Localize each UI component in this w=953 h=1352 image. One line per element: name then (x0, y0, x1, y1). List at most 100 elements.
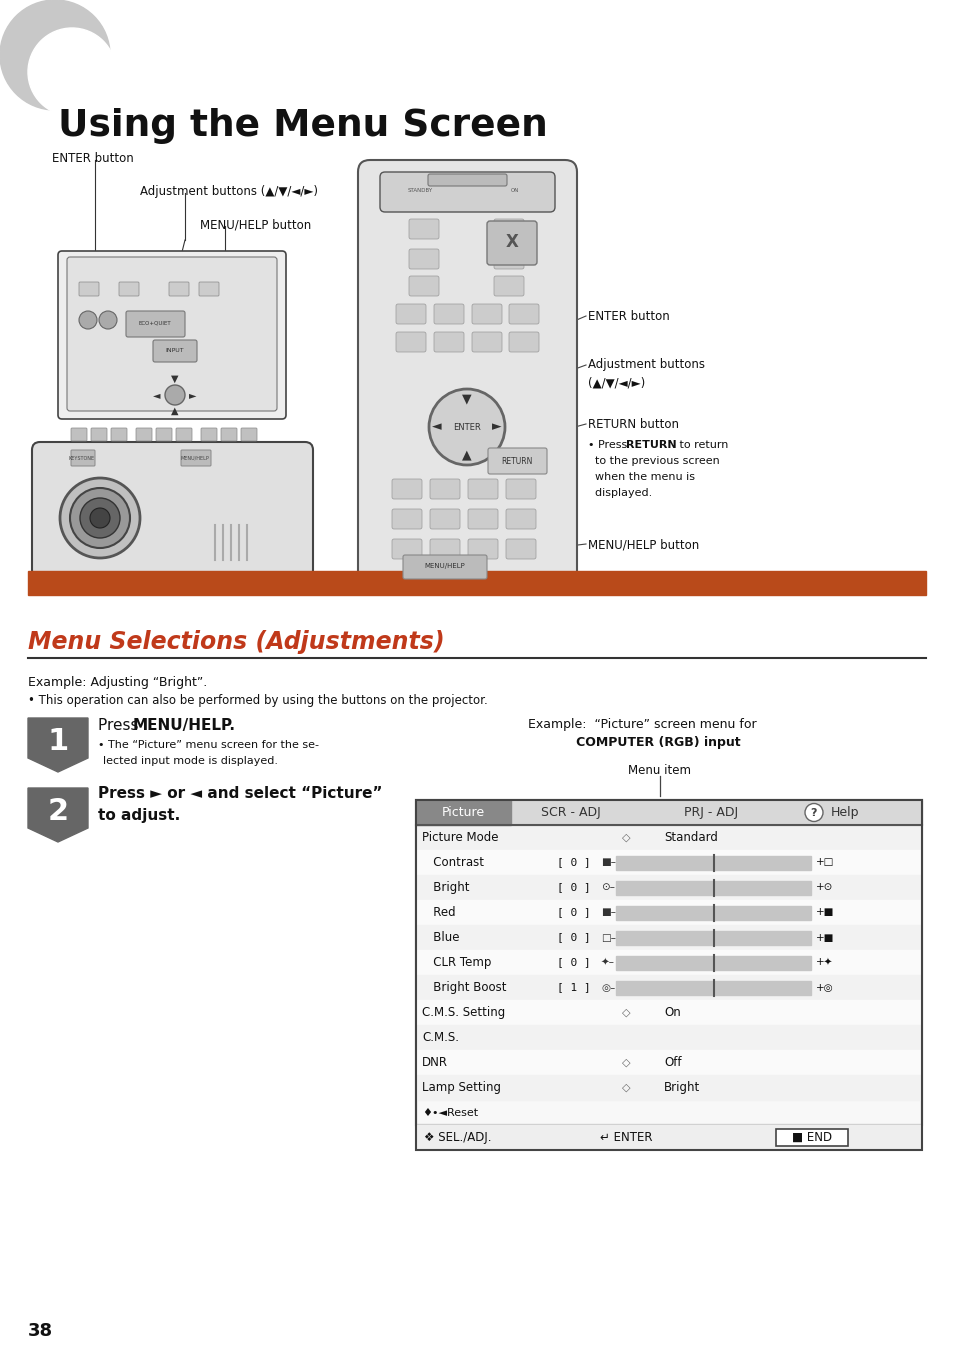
Text: Bright: Bright (663, 1082, 700, 1094)
Bar (416, 1075, 920, 1101)
Text: RETURN button: RETURN button (587, 418, 679, 431)
Text: Off: Off (663, 1056, 680, 1069)
Text: to the previous screen: to the previous screen (587, 456, 719, 466)
FancyBboxPatch shape (395, 333, 426, 352)
Circle shape (0, 0, 110, 110)
Bar (416, 1125, 921, 1151)
Text: ENTER: ENTER (453, 422, 480, 431)
Text: ▼: ▼ (172, 375, 178, 384)
FancyBboxPatch shape (430, 539, 459, 558)
FancyBboxPatch shape (71, 450, 95, 466)
Text: +◎: +◎ (815, 983, 833, 992)
Text: 1: 1 (48, 727, 69, 757)
Text: ✦–: ✦– (600, 957, 615, 968)
Text: Contrast: Contrast (421, 856, 483, 869)
Text: +□: +□ (815, 857, 834, 868)
Text: ▲: ▲ (461, 449, 472, 461)
Circle shape (80, 498, 120, 538)
Text: ◄: ◄ (153, 389, 161, 400)
Text: Lamp Setting: Lamp Setting (421, 1082, 500, 1094)
Text: Example: Adjusting “Bright”.: Example: Adjusting “Bright”. (28, 676, 207, 690)
Circle shape (804, 803, 822, 822)
Text: to adjust.: to adjust. (98, 808, 180, 823)
Bar (416, 950, 920, 975)
FancyBboxPatch shape (505, 479, 536, 499)
Text: Red: Red (421, 906, 456, 919)
FancyBboxPatch shape (392, 479, 421, 499)
FancyBboxPatch shape (126, 311, 185, 337)
Text: □–: □– (600, 933, 616, 942)
Text: RETURN: RETURN (625, 439, 676, 450)
Text: STANDBY: STANDBY (407, 188, 432, 192)
Bar (416, 800, 921, 825)
Text: • This operation can also be performed by using the buttons on the projector.: • This operation can also be performed b… (28, 694, 487, 707)
Text: ?: ? (810, 807, 817, 818)
Text: Adjustment buttons: Adjustment buttons (587, 358, 704, 370)
Text: Bright: Bright (421, 882, 469, 894)
Text: MENU/HELP: MENU/HELP (424, 562, 465, 569)
Text: Blue: Blue (421, 932, 459, 944)
Text: ▲: ▲ (172, 406, 178, 416)
Bar (775, 1129, 847, 1146)
Bar (416, 900, 920, 925)
FancyBboxPatch shape (402, 556, 486, 579)
Text: CLR Temp: CLR Temp (421, 956, 491, 969)
Bar (616, 856, 810, 869)
Text: COMPUTER (RGB) input: COMPUTER (RGB) input (527, 735, 740, 749)
FancyBboxPatch shape (472, 333, 501, 352)
FancyBboxPatch shape (430, 479, 459, 499)
Text: ►: ► (492, 420, 501, 434)
FancyBboxPatch shape (91, 429, 107, 441)
Bar (28, 571, 925, 595)
FancyBboxPatch shape (221, 429, 236, 441)
Bar (416, 800, 921, 1125)
Text: SCR - ADJ: SCR - ADJ (540, 806, 600, 819)
Text: [ 0 ]: [ 0 ] (557, 933, 590, 942)
Text: ⊙–: ⊙– (600, 883, 615, 892)
FancyBboxPatch shape (67, 257, 276, 411)
Text: to return: to return (676, 439, 727, 450)
FancyBboxPatch shape (494, 249, 523, 269)
Text: ■–: ■– (600, 857, 616, 868)
Text: +■: +■ (815, 907, 834, 918)
Circle shape (99, 311, 117, 329)
Text: • Press: • Press (587, 439, 630, 450)
Text: C.M.S. Setting: C.M.S. Setting (421, 1006, 505, 1019)
FancyBboxPatch shape (79, 283, 99, 296)
FancyBboxPatch shape (409, 249, 438, 269)
Text: ■ END: ■ END (791, 1132, 831, 1144)
Text: ◎–: ◎– (600, 983, 615, 992)
Text: ▼: ▼ (461, 392, 472, 406)
Text: MENU/HELP button: MENU/HELP button (200, 218, 311, 231)
Polygon shape (28, 788, 88, 842)
Text: X: X (505, 233, 517, 251)
Text: ◇: ◇ (621, 1057, 630, 1068)
FancyBboxPatch shape (175, 429, 192, 441)
FancyBboxPatch shape (111, 429, 127, 441)
Text: 2: 2 (48, 798, 69, 826)
Bar (416, 1025, 920, 1051)
FancyBboxPatch shape (379, 172, 555, 212)
Bar (416, 800, 921, 1151)
Circle shape (429, 389, 504, 465)
Text: Adjustment buttons (▲/▼/◄/►): Adjustment buttons (▲/▼/◄/►) (140, 185, 317, 197)
Bar (416, 1051, 920, 1075)
FancyBboxPatch shape (509, 304, 538, 324)
FancyBboxPatch shape (409, 276, 438, 296)
FancyBboxPatch shape (136, 429, 152, 441)
Text: 38: 38 (28, 1322, 53, 1340)
FancyBboxPatch shape (395, 304, 426, 324)
FancyBboxPatch shape (434, 333, 463, 352)
Bar (416, 925, 920, 950)
Text: ►: ► (189, 389, 196, 400)
FancyBboxPatch shape (486, 220, 537, 265)
Circle shape (90, 508, 110, 529)
Text: Press: Press (98, 718, 143, 733)
Circle shape (60, 479, 140, 558)
Text: MENU/HELP button: MENU/HELP button (587, 538, 699, 552)
Text: PRJ - ADJ: PRJ - ADJ (683, 806, 738, 819)
FancyBboxPatch shape (472, 304, 501, 324)
Text: +✦: +✦ (815, 957, 833, 968)
Circle shape (70, 488, 130, 548)
Text: +■: +■ (815, 933, 834, 942)
